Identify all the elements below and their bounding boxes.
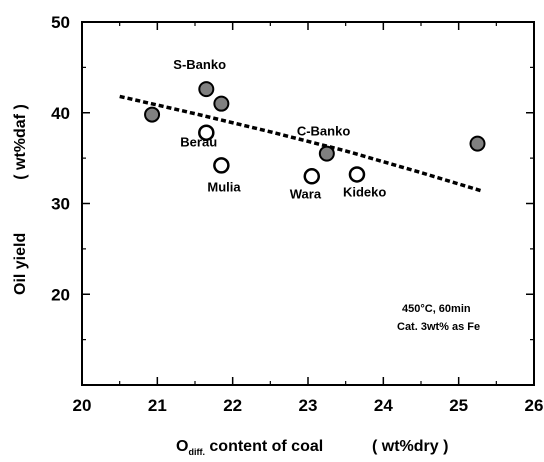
trendline-group xyxy=(119,94,482,193)
data-point-open xyxy=(198,124,215,141)
trendline xyxy=(119,94,482,193)
x-tick-label: 22 xyxy=(223,396,242,415)
point-label: Kideko xyxy=(343,184,386,199)
x-tick-label: 25 xyxy=(449,396,468,415)
data-point-filled xyxy=(469,135,486,152)
points-group xyxy=(144,81,486,185)
data-point-open xyxy=(348,166,366,183)
x-tick-label: 23 xyxy=(299,396,318,415)
y-axis-unit: ( wt%daf ) xyxy=(12,104,29,180)
condition-note-line1: 450°C, 60min xyxy=(402,303,471,315)
data-point-filled xyxy=(318,145,335,162)
point-label: S-Banko xyxy=(173,57,226,72)
point-label: Berau xyxy=(180,135,217,150)
y-tick-label: 50 xyxy=(51,13,70,32)
data-point-filled xyxy=(198,81,215,98)
x-axis-label: Odiff. content of coal xyxy=(176,438,323,457)
point-label: C-Banko xyxy=(297,124,351,139)
data-point-filled xyxy=(213,95,230,112)
tick-marks xyxy=(81,21,535,385)
x-tick-label: 24 xyxy=(374,396,393,415)
y-axis-label: Oil yield xyxy=(12,233,29,295)
x-axis-label-main: O xyxy=(176,438,188,455)
x-tick-label: 20 xyxy=(73,396,92,415)
x-tick-label: 26 xyxy=(525,396,544,415)
x-axis-label-sub: diff. xyxy=(188,447,205,457)
x-axis-unit: ( wt%dry ) xyxy=(372,438,448,455)
x-tick-labels: 20 21 22 23 24 25 26 xyxy=(73,396,544,415)
x-tick-label: 21 xyxy=(148,396,167,415)
y-tick-labels: 20 30 40 50 xyxy=(51,13,70,304)
y-tick-label: 40 xyxy=(51,104,70,123)
point-label: Wara xyxy=(290,186,322,201)
condition-note-line2: Cat. 3wt% as Fe xyxy=(397,321,480,333)
x-axis-label-rest: content of coal xyxy=(205,438,323,455)
y-tick-label: 20 xyxy=(51,285,70,304)
data-point-open xyxy=(213,157,230,174)
y-tick-label: 30 xyxy=(51,195,70,214)
point-label: Mulia xyxy=(207,179,241,194)
data-point-open xyxy=(303,168,321,185)
data-point-filled xyxy=(144,106,161,123)
point-labels: S-Banko C-Banko Berau Mulia Wara Kideko xyxy=(173,57,386,201)
